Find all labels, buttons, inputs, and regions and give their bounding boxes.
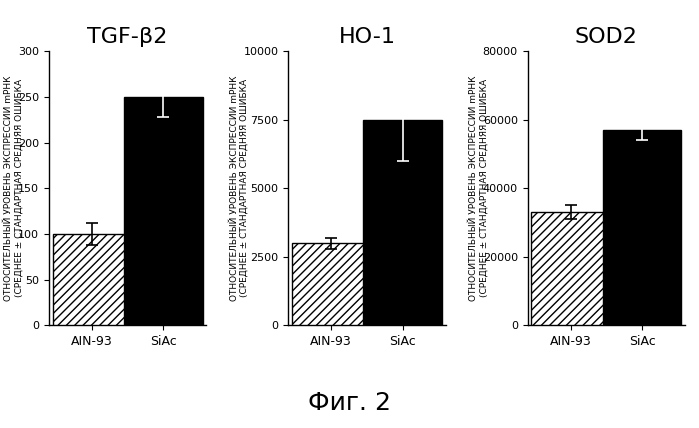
Title: HO-1: HO-1 <box>338 27 396 47</box>
Bar <box>124 97 203 325</box>
Y-axis label: ОТНОСИТЕЛЬНЫЙ УРОВЕНЬ ЭКСПРЕССИИ mРНК
(СРЕДНЕЕ ± СТАНДАРТНАЯ СРЕДНЯЯ ОШИБКА: ОТНОСИТЕЛЬНЫЙ УРОВЕНЬ ЭКСПРЕССИИ mРНК (С… <box>469 76 489 301</box>
Bar <box>603 130 682 325</box>
Title: TGF-β2: TGF-β2 <box>87 27 168 47</box>
Bar <box>52 234 131 325</box>
Title: SOD2: SOD2 <box>575 27 637 47</box>
Y-axis label: ОТНОСИТЕЛЬНЫЙ УРОВЕНЬ ЭКСПРЕССИИ mРНК
(СРЕДНЕЕ ± СТАНДАРТНАЯ СРЕДНЯЯ ОШИБКА: ОТНОСИТЕЛЬНЫЙ УРОВЕНЬ ЭКСПРЕССИИ mРНК (С… <box>4 76 24 301</box>
Bar <box>363 120 442 325</box>
Text: Фиг. 2: Фиг. 2 <box>308 391 391 415</box>
Y-axis label: ОТНОСИТЕЛЬНЫЙ УРОВЕНЬ ЭКСПРЕССИИ mРНК
(СРЕДНЕЕ ± СТАНДАРТНАЯ СРЕДНЯЯ ОШИБКА: ОТНОСИТЕЛЬНЫЙ УРОВЕНЬ ЭКСПРЕССИИ mРНК (С… <box>230 76 249 301</box>
Bar <box>531 212 610 325</box>
Bar <box>291 243 370 325</box>
